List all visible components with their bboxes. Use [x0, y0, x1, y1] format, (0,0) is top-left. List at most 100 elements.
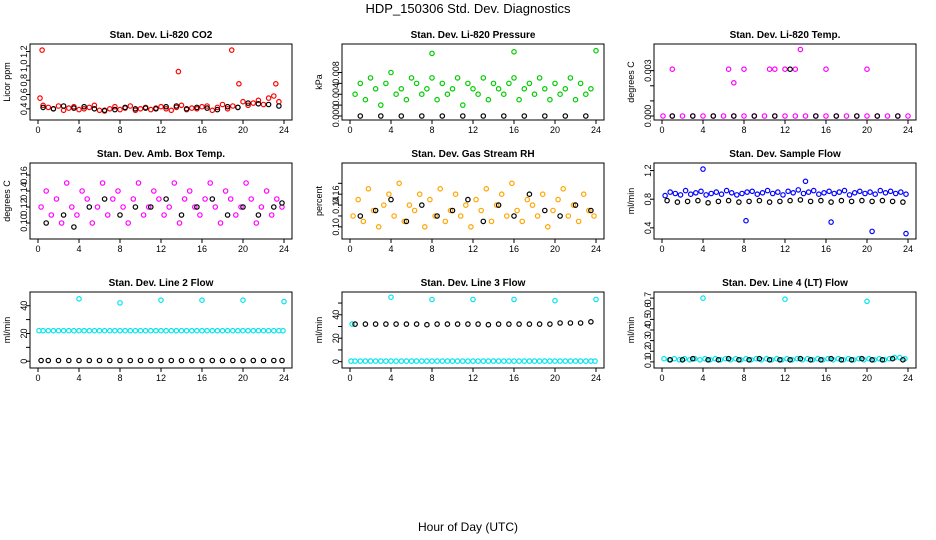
data-point [473, 196, 479, 203]
data-point [270, 327, 277, 334]
x-tick-label: 24 [279, 125, 289, 135]
data-point [511, 358, 517, 364]
series-black [669, 66, 901, 119]
data-point [779, 356, 785, 363]
data-point [541, 358, 548, 364]
data-point [112, 103, 118, 110]
data-point [372, 207, 379, 214]
series-outliers [700, 166, 909, 237]
data-point [526, 80, 533, 87]
x-tick-label: 20 [862, 373, 872, 383]
data-point [900, 199, 906, 205]
data-point [260, 357, 267, 364]
data-point [506, 358, 512, 364]
data-point [838, 356, 845, 363]
data-point [514, 207, 520, 214]
x-tick-label: 8 [741, 244, 746, 254]
panel-title: Stan. Dev. Li-820 Pressure [411, 30, 536, 41]
data-point [841, 187, 848, 194]
data-point [222, 188, 229, 194]
x-tick-label: 12 [156, 373, 166, 383]
data-point [743, 217, 749, 224]
data-point [452, 191, 459, 198]
data-point [352, 321, 358, 327]
data-point [171, 180, 178, 186]
data-point [181, 196, 188, 202]
data-point [81, 106, 87, 112]
data-point [71, 105, 77, 111]
plot-frame [653, 43, 917, 121]
y-axis-label: ml/min [2, 317, 12, 344]
data-point [823, 66, 829, 73]
x-tick-label: 8 [741, 373, 746, 383]
data-point [245, 100, 251, 106]
data-point [660, 113, 666, 119]
data-point [217, 220, 224, 226]
data-point [58, 220, 65, 226]
data-point [194, 104, 200, 111]
data-point [465, 358, 471, 364]
data-point [490, 80, 497, 87]
data-point [746, 356, 752, 363]
data-point [809, 356, 816, 363]
data-point [787, 197, 793, 204]
data-point [434, 96, 440, 103]
data-point [526, 321, 533, 327]
data-point [224, 106, 231, 112]
data-point [894, 113, 901, 119]
y-tick-label: 0.6 [643, 302, 653, 315]
x-tick-label: 0 [347, 125, 352, 135]
y-axis-label: degrees C [2, 180, 12, 222]
data-point [413, 321, 420, 327]
data-point [140, 212, 147, 218]
data-point [79, 188, 85, 194]
data-point [766, 356, 773, 363]
data-point [686, 356, 693, 363]
data-point [50, 106, 57, 112]
data-point [777, 198, 783, 205]
data-point [495, 358, 502, 364]
data-point [539, 191, 546, 198]
data-point [800, 190, 807, 197]
data-point [148, 204, 154, 210]
data-point [459, 358, 466, 364]
panel-title: Stan. Dev. Sample Flow [729, 149, 841, 160]
data-point [91, 102, 98, 109]
data-point [672, 190, 679, 197]
data-point [871, 356, 878, 363]
y-tick-label: 0.14 [19, 182, 29, 200]
data-point [462, 202, 469, 208]
data-point [183, 327, 190, 334]
data-point [593, 47, 599, 54]
y-tick-label: 0.2 [643, 345, 653, 358]
x-tick-label: 0 [659, 373, 664, 383]
data-point [562, 86, 569, 92]
data-point [565, 213, 572, 219]
data-point [437, 186, 444, 192]
data-point [848, 198, 855, 205]
data-point [511, 75, 517, 81]
data-point [835, 355, 842, 362]
data-point [355, 196, 362, 203]
data-point [444, 321, 451, 327]
data-point [831, 190, 838, 197]
data-point [38, 357, 44, 364]
data-point [71, 327, 77, 334]
data-point [876, 355, 883, 362]
data-point [741, 113, 747, 119]
x-tick-label: 20 [550, 373, 560, 383]
data-point [350, 213, 356, 219]
data-point [730, 80, 737, 86]
data-point [199, 103, 205, 110]
data-point [717, 356, 724, 363]
plot-frame [29, 291, 293, 369]
x-tick-label: 0 [35, 244, 40, 254]
data-point [872, 191, 879, 198]
data-point [886, 355, 893, 362]
data-point [447, 207, 454, 214]
data-point [424, 358, 430, 364]
x-tick-label: 24 [903, 373, 913, 383]
data-point [766, 199, 773, 205]
data-point [403, 321, 410, 327]
data-point [112, 106, 118, 113]
